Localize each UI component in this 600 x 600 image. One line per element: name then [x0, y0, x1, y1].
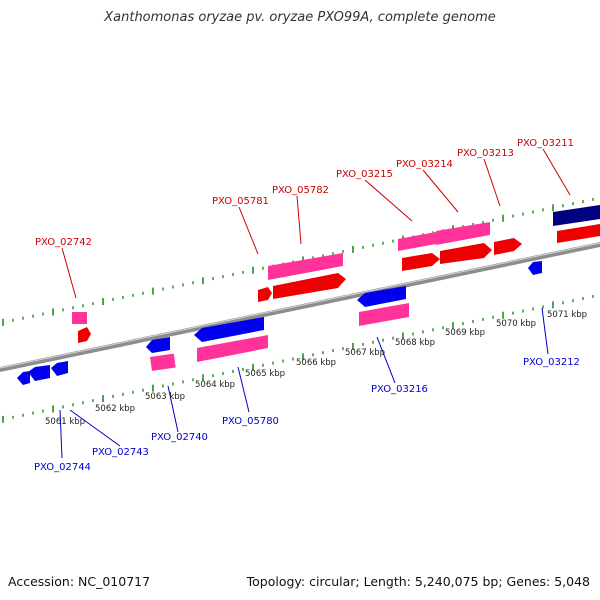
- label-pxo-02743[interactable]: PXO_02743: [92, 447, 149, 458]
- gene-cds-pxo-02740[interactable]: [150, 353, 176, 371]
- gene-arrow-pxo-05782[interactable]: [273, 273, 346, 299]
- gene-labels: PXO_02742 PXO_05781 PXO_05782 PXO_03215 …: [34, 138, 580, 473]
- tick-marks: [2, 197, 594, 423]
- gene-cds-pxo-03216[interactable]: [359, 303, 409, 326]
- scale-label-5066: 5066 kbp: [296, 358, 336, 368]
- scale-label-5070: 5070 kbp: [496, 319, 536, 329]
- scale-label-5062: 5062 kbp: [95, 404, 135, 414]
- gene-cds-pxo-03214[interactable]: [436, 222, 490, 245]
- label-pxo-02740[interactable]: PXO_02740: [151, 432, 208, 443]
- accession-text: Accession: NC_010717: [8, 574, 151, 589]
- gene-block-pxo-02742[interactable]: [72, 312, 87, 324]
- label-pxo-05782[interactable]: PXO_05782: [272, 185, 329, 196]
- scale-labels: 5061 kbp 5062 kbp 5063 kbp 5064 kbp 5065…: [45, 310, 587, 427]
- gene-cds-pxo-03215[interactable]: [398, 232, 436, 251]
- figure-title: Xanthomonas oryzae pv. oryzae PXO99A, co…: [104, 10, 496, 25]
- label-pxo-05781[interactable]: PXO_05781: [212, 196, 269, 207]
- gene-block-pxo-03211[interactable]: [553, 205, 600, 226]
- gene-arrow-pxo-03211[interactable]: [557, 224, 600, 243]
- gene-arrow-pxo-05780[interactable]: [194, 317, 264, 342]
- gene-arrow-pxo-02740[interactable]: [146, 337, 170, 353]
- genome-backbone-highlight: [0, 242, 600, 369]
- gene-cds-pxo-05780[interactable]: [197, 335, 268, 362]
- gene-arrow-pxo-02742[interactable]: [78, 327, 91, 343]
- scale-label-5067: 5067 kbp: [345, 348, 385, 358]
- label-pxo-03212[interactable]: PXO_03212: [523, 357, 580, 368]
- label-pxo-03215[interactable]: PXO_03215: [336, 169, 393, 180]
- scale-label-5061: 5061 kbp: [45, 417, 85, 427]
- genome-summary-text: Topology: circular; Length: 5,240,075 bp…: [246, 574, 590, 589]
- scale-label-5063: 5063 kbp: [145, 392, 185, 402]
- label-pxo-03213[interactable]: PXO_03213: [457, 148, 514, 159]
- scale-label-5064: 5064 kbp: [195, 380, 235, 390]
- reverse-strand-features: [17, 261, 542, 385]
- label-pxo-05780[interactable]: PXO_05780: [222, 416, 279, 427]
- scale-label-5068: 5068 kbp: [395, 338, 435, 348]
- gene-arrow-pxo-03213[interactable]: [494, 238, 522, 255]
- label-pxo-03216[interactable]: PXO_03216: [371, 384, 428, 395]
- gene-arrow-pxo-02743b[interactable]: [51, 361, 68, 376]
- label-pxo-02744[interactable]: PXO_02744: [34, 462, 91, 473]
- gene-arrow-pxo-03212[interactable]: [528, 261, 542, 275]
- gene-cds-pxo-05782[interactable]: [268, 253, 343, 280]
- gene-arrow-pxo-03216[interactable]: [357, 286, 406, 307]
- scale-label-5071: 5071 kbp: [547, 310, 587, 320]
- label-pxo-02742[interactable]: PXO_02742: [35, 237, 92, 248]
- gene-arrow-pxo-03215[interactable]: [402, 253, 440, 271]
- label-pxo-03214[interactable]: PXO_03214: [396, 159, 453, 170]
- label-pxo-03211[interactable]: PXO_03211: [517, 138, 574, 149]
- scale-label-5069: 5069 kbp: [445, 328, 485, 338]
- forward-strand-features: [72, 205, 600, 343]
- label-connectors: [59, 148, 571, 459]
- gene-arrow-pxo-02744[interactable]: [17, 371, 30, 385]
- gene-arrow-pxo-05781[interactable]: [258, 287, 272, 302]
- gene-arrow-pxo-03214[interactable]: [440, 243, 492, 264]
- gene-arrow-pxo-02743[interactable]: [28, 365, 50, 381]
- scale-label-5065: 5065 kbp: [245, 369, 285, 379]
